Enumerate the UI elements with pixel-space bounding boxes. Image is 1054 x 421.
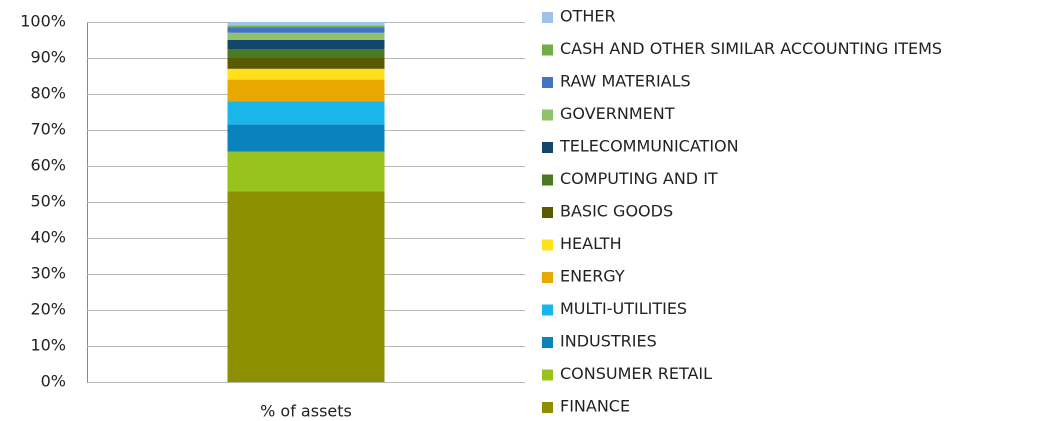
y-tick-label: 90% — [30, 48, 66, 67]
legend-label: INDUSTRIES — [560, 332, 657, 351]
x-tick-label: % of assets — [260, 402, 352, 421]
y-tick-label: 50% — [30, 192, 66, 211]
legend-label: RAW MATERIALS — [560, 72, 691, 91]
y-tick-label: 40% — [30, 228, 66, 247]
legend-swatch — [542, 304, 553, 316]
legend-label: CASH AND OTHER SIMILAR ACCOUNTING ITEMS — [560, 39, 942, 58]
legend-swatch — [542, 142, 553, 153]
bar-segment — [227, 58, 385, 69]
legend-swatch — [542, 12, 553, 23]
legend-swatch — [542, 272, 553, 283]
y-tick-label: 80% — [30, 84, 66, 103]
y-tick-label: 20% — [30, 300, 66, 319]
y-tick-label: 100% — [20, 12, 66, 31]
y-tick-label: 30% — [30, 264, 66, 283]
legend-label: BASIC GOODS — [560, 202, 673, 221]
legend-swatch — [542, 402, 553, 413]
legend-swatch — [542, 77, 553, 88]
legend-swatch — [542, 109, 553, 121]
bar-segment — [227, 32, 385, 40]
bar-segment — [227, 68, 385, 80]
legend-swatch — [542, 207, 553, 218]
bar-segment — [227, 27, 385, 33]
bar-segment — [227, 22, 385, 26]
y-tick-label: 10% — [30, 336, 66, 355]
legend-swatch — [542, 44, 553, 56]
bar-segment — [227, 151, 385, 192]
bar-segment — [227, 191, 385, 382]
bar-segment — [227, 40, 385, 49]
legend-label: OTHER — [560, 7, 616, 26]
legend-label: GOVERNMENT — [560, 104, 675, 123]
legend-label: COMPUTING AND IT — [560, 169, 718, 188]
y-tick-label: 70% — [30, 120, 66, 139]
legend-swatch — [542, 239, 553, 251]
legend-swatch — [542, 337, 553, 348]
y-tick-label: 0% — [41, 372, 66, 391]
legend-label: ENERGY — [560, 267, 625, 286]
legend-label: CONSUMER RETAIL — [560, 364, 712, 383]
bar-segment — [227, 124, 385, 152]
bar-segment — [227, 25, 385, 28]
bar-segment — [227, 101, 385, 125]
bar-segment — [227, 79, 385, 102]
legend-label: HEALTH — [560, 234, 622, 253]
legend-label: TELECOMMUNICATION — [559, 137, 739, 156]
legend-swatch — [542, 174, 553, 186]
legend-label: MULTI-UTILITIES — [560, 299, 687, 318]
legend-label: FINANCE — [560, 397, 630, 416]
legend-swatch — [542, 369, 553, 381]
bar-segment — [227, 49, 385, 58]
y-tick-label: 60% — [30, 156, 66, 175]
